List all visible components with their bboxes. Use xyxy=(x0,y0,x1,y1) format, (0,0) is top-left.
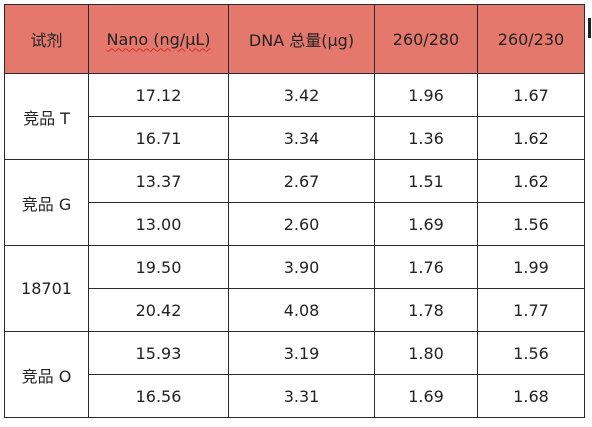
dna-extraction-results-table: 试剂 Nano (ng/μL) DNA 总量(μg) 260/280 260/2… xyxy=(4,4,585,418)
dna-total-cell: 3.31 xyxy=(228,374,375,418)
table-row: 18701 19.50 3.90 1.76 1.99 xyxy=(4,245,585,332)
reagent-cell: 18701 xyxy=(4,245,89,332)
ratio-260-230-cell: 1.68 xyxy=(477,374,585,418)
header-dna-total: DNA 总量(μg) xyxy=(228,4,375,74)
header-reagent: 试剂 xyxy=(4,4,89,74)
reagent-cell: 竞品 G xyxy=(4,159,89,246)
nano-cell: 13.37 xyxy=(88,159,229,203)
header-260-280: 260/280 xyxy=(374,4,478,74)
table-row: 20.42 4.08 1.78 1.77 xyxy=(5,288,585,332)
ratio-260-230-cell: 1.77 xyxy=(477,288,585,332)
header-row: 试剂 Nano (ng/μL) DNA 总量(μg) 260/280 260/2… xyxy=(4,4,585,74)
nano-cell: 16.71 xyxy=(88,116,229,160)
reagent-cell: 竞品 T xyxy=(4,73,89,160)
table-row: 16.56 3.31 1.69 1.68 xyxy=(5,374,585,418)
ratio-260-280-cell: 1.69 xyxy=(374,202,478,246)
ratio-260-280-cell: 1.36 xyxy=(374,116,478,160)
ratio-260-230-cell: 1.67 xyxy=(477,73,585,117)
dna-total-cell: 2.60 xyxy=(228,202,375,246)
nano-cell: 19.50 xyxy=(88,245,229,289)
header-260-230: 260/230 xyxy=(477,4,585,74)
table-row: 竞品 T 17.12 3.42 1.96 1.67 xyxy=(4,73,585,160)
table-row: 竞品 G 13.37 2.67 1.51 1.62 xyxy=(4,159,585,246)
ratio-260-230-cell: 1.62 xyxy=(477,159,585,203)
reagent-cell: 竞品 O xyxy=(4,331,89,418)
dna-total-cell: 4.08 xyxy=(228,288,375,332)
ratio-260-230-cell: 1.99 xyxy=(477,245,585,289)
header-nano-label: Nano (ng/μL) xyxy=(106,29,211,49)
ratio-260-230-cell: 1.56 xyxy=(477,202,585,246)
ratio-260-230-cell: 1.56 xyxy=(477,331,585,375)
header-nano: Nano (ng/μL) xyxy=(88,4,229,74)
dna-total-cell: 2.67 xyxy=(228,159,375,203)
nano-cell: 13.00 xyxy=(88,202,229,246)
table-row: 13.00 2.60 1.69 1.56 xyxy=(5,202,585,246)
nano-cell: 15.93 xyxy=(88,331,229,375)
ratio-260-280-cell: 1.69 xyxy=(374,374,478,418)
dna-total-cell: 3.90 xyxy=(228,245,375,289)
ratio-260-280-cell: 1.51 xyxy=(374,159,478,203)
nano-cell: 17.12 xyxy=(88,73,229,117)
nano-cell: 20.42 xyxy=(88,288,229,332)
nano-cell: 16.56 xyxy=(88,374,229,418)
dna-total-cell: 3.19 xyxy=(228,331,375,375)
ratio-260-280-cell: 1.96 xyxy=(374,73,478,117)
ratio-260-280-cell: 1.76 xyxy=(374,245,478,289)
ratio-260-230-cell: 1.62 xyxy=(477,116,585,160)
ratio-260-280-cell: 1.78 xyxy=(374,288,478,332)
table-row: 16.71 3.34 1.36 1.62 xyxy=(5,116,585,160)
ratio-260-280-cell: 1.80 xyxy=(374,331,478,375)
dna-total-cell: 3.42 xyxy=(228,73,375,117)
table-row: 竞品 O 15.93 3.19 1.80 1.56 xyxy=(4,331,585,418)
text-cursor xyxy=(588,18,591,38)
dna-total-cell: 3.34 xyxy=(228,116,375,160)
